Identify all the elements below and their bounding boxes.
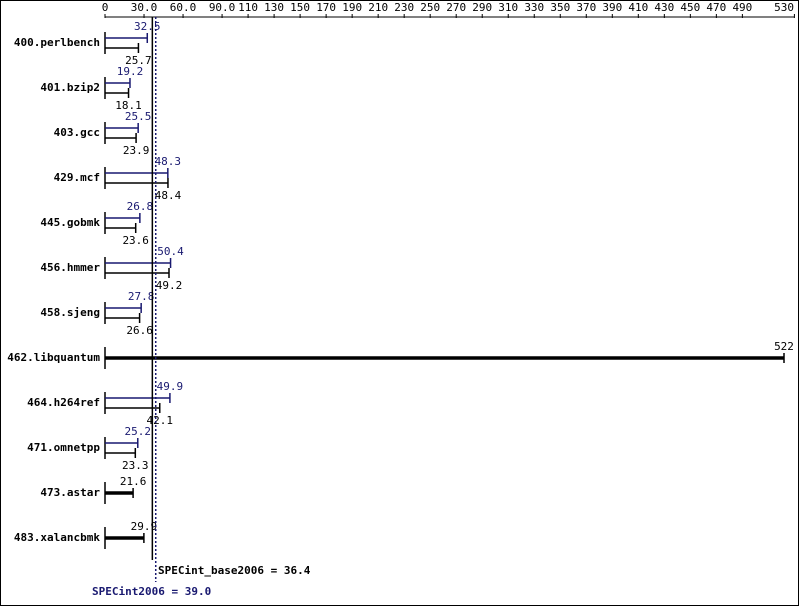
reference-label: SPECint_base2006 = 36.4	[158, 564, 311, 577]
x-tick-label: 230	[394, 1, 414, 14]
category-label: 458.sjeng	[40, 306, 100, 319]
value-label: 49.9	[157, 380, 184, 393]
x-tick-label: 390	[602, 1, 622, 14]
value-label: 26.8	[127, 200, 154, 213]
value-label: 25.7	[125, 54, 152, 67]
category-label: 401.bzip2	[40, 81, 100, 94]
value-label: 18.1	[115, 99, 142, 112]
value-label: 26.6	[126, 324, 153, 337]
x-tick-label: 170	[316, 1, 336, 14]
x-tick-label: 290	[472, 1, 492, 14]
value-label: 48.3	[155, 155, 182, 168]
category-label: 403.gcc	[54, 126, 100, 139]
value-label: 19.2	[117, 65, 144, 78]
x-tick-label: 310	[498, 1, 518, 14]
x-tick-label: 90.0	[209, 1, 236, 14]
value-label: 23.6	[122, 234, 149, 247]
x-tick-label: 530	[774, 1, 794, 14]
x-tick-label: 60.0	[170, 1, 197, 14]
value-label: 23.3	[122, 459, 149, 472]
x-tick-label: 30.0	[131, 1, 158, 14]
x-tick-label: 130	[264, 1, 284, 14]
x-tick-label: 210	[368, 1, 388, 14]
x-tick-label: 370	[576, 1, 596, 14]
category-label: 464.h264ref	[27, 396, 100, 409]
value-label: 27.8	[128, 290, 155, 303]
x-tick-label: 270	[446, 1, 466, 14]
category-label: 400.perlbench	[14, 36, 100, 49]
category-label: 456.hmmer	[40, 261, 100, 274]
x-tick-label: 450	[680, 1, 700, 14]
category-label: 445.gobmk	[40, 216, 100, 229]
x-tick-label: 470	[706, 1, 726, 14]
x-tick-label: 430	[654, 1, 674, 14]
x-tick-label: 150	[290, 1, 310, 14]
value-label: 50.4	[157, 245, 184, 258]
x-tick-label: 110	[238, 1, 258, 14]
value-label: 42.1	[147, 414, 174, 427]
value-label: 25.2	[125, 425, 152, 438]
category-label: 473.astar	[40, 486, 100, 499]
category-label: 462.libquantum	[7, 351, 100, 364]
category-label: 429.mcf	[54, 171, 100, 184]
value-label: 23.9	[123, 144, 150, 157]
x-tick-label: 350	[550, 1, 570, 14]
value-label: 49.2	[156, 279, 183, 292]
value-label: 32.5	[134, 20, 161, 33]
value-label: 29.9	[131, 520, 158, 533]
x-tick-label: 330	[524, 1, 544, 14]
x-tick-label: 0	[102, 1, 109, 14]
value-label: 48.4	[155, 189, 182, 202]
x-tick-label: 410	[628, 1, 648, 14]
category-label: 471.omnetpp	[27, 441, 100, 454]
x-tick-label: 190	[342, 1, 362, 14]
value-label: 25.5	[125, 110, 152, 123]
category-label: 483.xalancbmk	[14, 531, 100, 544]
value-label: 21.6	[120, 475, 147, 488]
x-tick-label: 250	[420, 1, 440, 14]
x-tick-label: 490	[732, 1, 752, 14]
value-label: 522	[774, 340, 794, 353]
reference-label: SPECint2006 = 39.0	[92, 585, 211, 598]
